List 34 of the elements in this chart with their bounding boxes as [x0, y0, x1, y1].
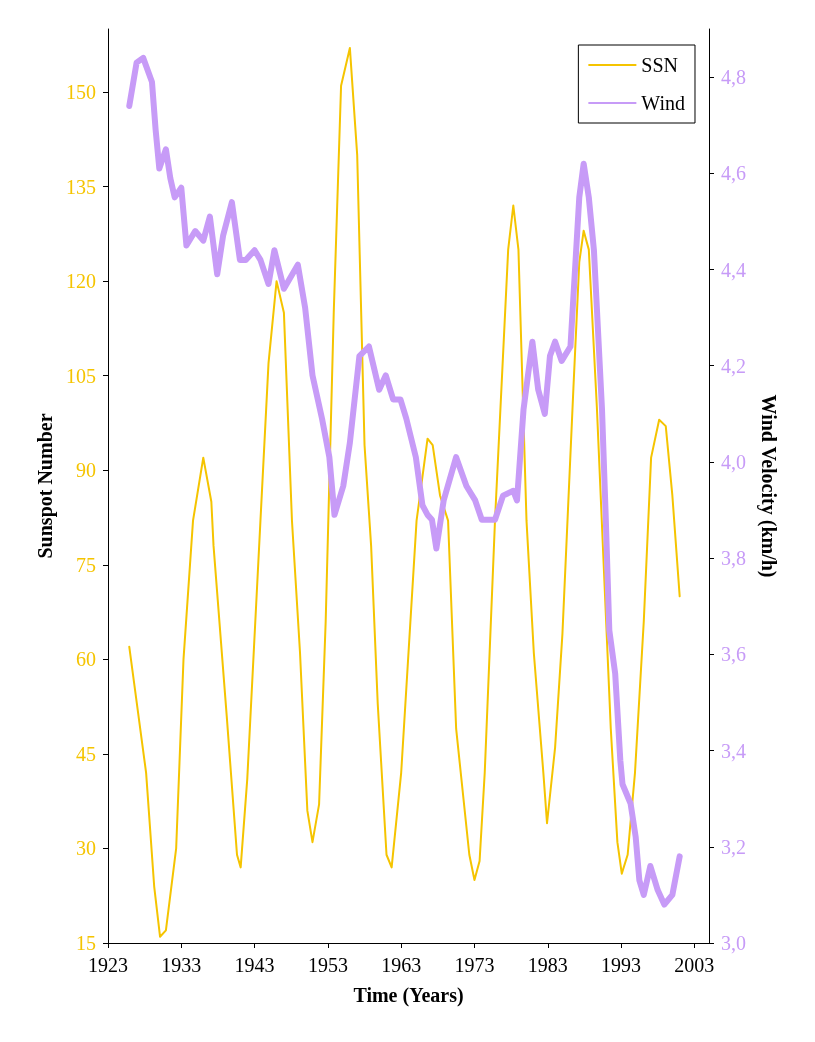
y2-tick-label: 4,4: [721, 258, 746, 281]
y-tick-label: 15: [76, 932, 96, 954]
y-tick-label: 30: [76, 837, 96, 860]
x-tick-label: 1943: [234, 954, 275, 976]
y2-tick-label: 3,8: [721, 547, 746, 570]
y-tick-label: 45: [76, 742, 96, 765]
y-tick-label: 90: [76, 459, 96, 482]
y-axis-title: Sunspot Number: [34, 413, 58, 559]
y-tick-label: 60: [76, 648, 96, 671]
y2-tick-label: 3,6: [721, 643, 746, 666]
x-tick-label: 1933: [161, 954, 202, 976]
legend-label: Wind: [641, 92, 686, 114]
y2-tick-label: 3,0: [721, 932, 746, 954]
y-tick-label: 75: [76, 553, 96, 576]
y2-tick-label: 4,8: [721, 66, 746, 89]
y-tick-label: 150: [66, 81, 96, 104]
y2-tick-label: 4,2: [721, 354, 746, 377]
x-tick-label: 2003: [674, 954, 715, 976]
y2-tick-label: 4,0: [721, 450, 746, 473]
x-axis-title: Time (Years): [353, 984, 464, 1007]
x-tick-label: 1923: [88, 954, 128, 976]
y-tick-label: 105: [66, 364, 96, 387]
y-tick-label: 120: [66, 270, 96, 293]
y2-tick-label: 3,2: [721, 835, 746, 858]
x-tick-label: 1993: [601, 954, 642, 976]
x-tick-label: 1983: [527, 954, 568, 976]
y2-tick-label: 3,4: [721, 739, 746, 762]
x-tick-label: 1953: [307, 954, 348, 976]
legend-label: SSN: [641, 54, 679, 76]
y2-axis-title: Wind Velocity (km/h): [757, 394, 780, 578]
x-tick-label: 1973: [454, 954, 495, 976]
y2-tick-label: 4,6: [721, 162, 746, 185]
y-tick-label: 135: [66, 175, 96, 198]
x-tick-label: 1963: [381, 954, 422, 976]
